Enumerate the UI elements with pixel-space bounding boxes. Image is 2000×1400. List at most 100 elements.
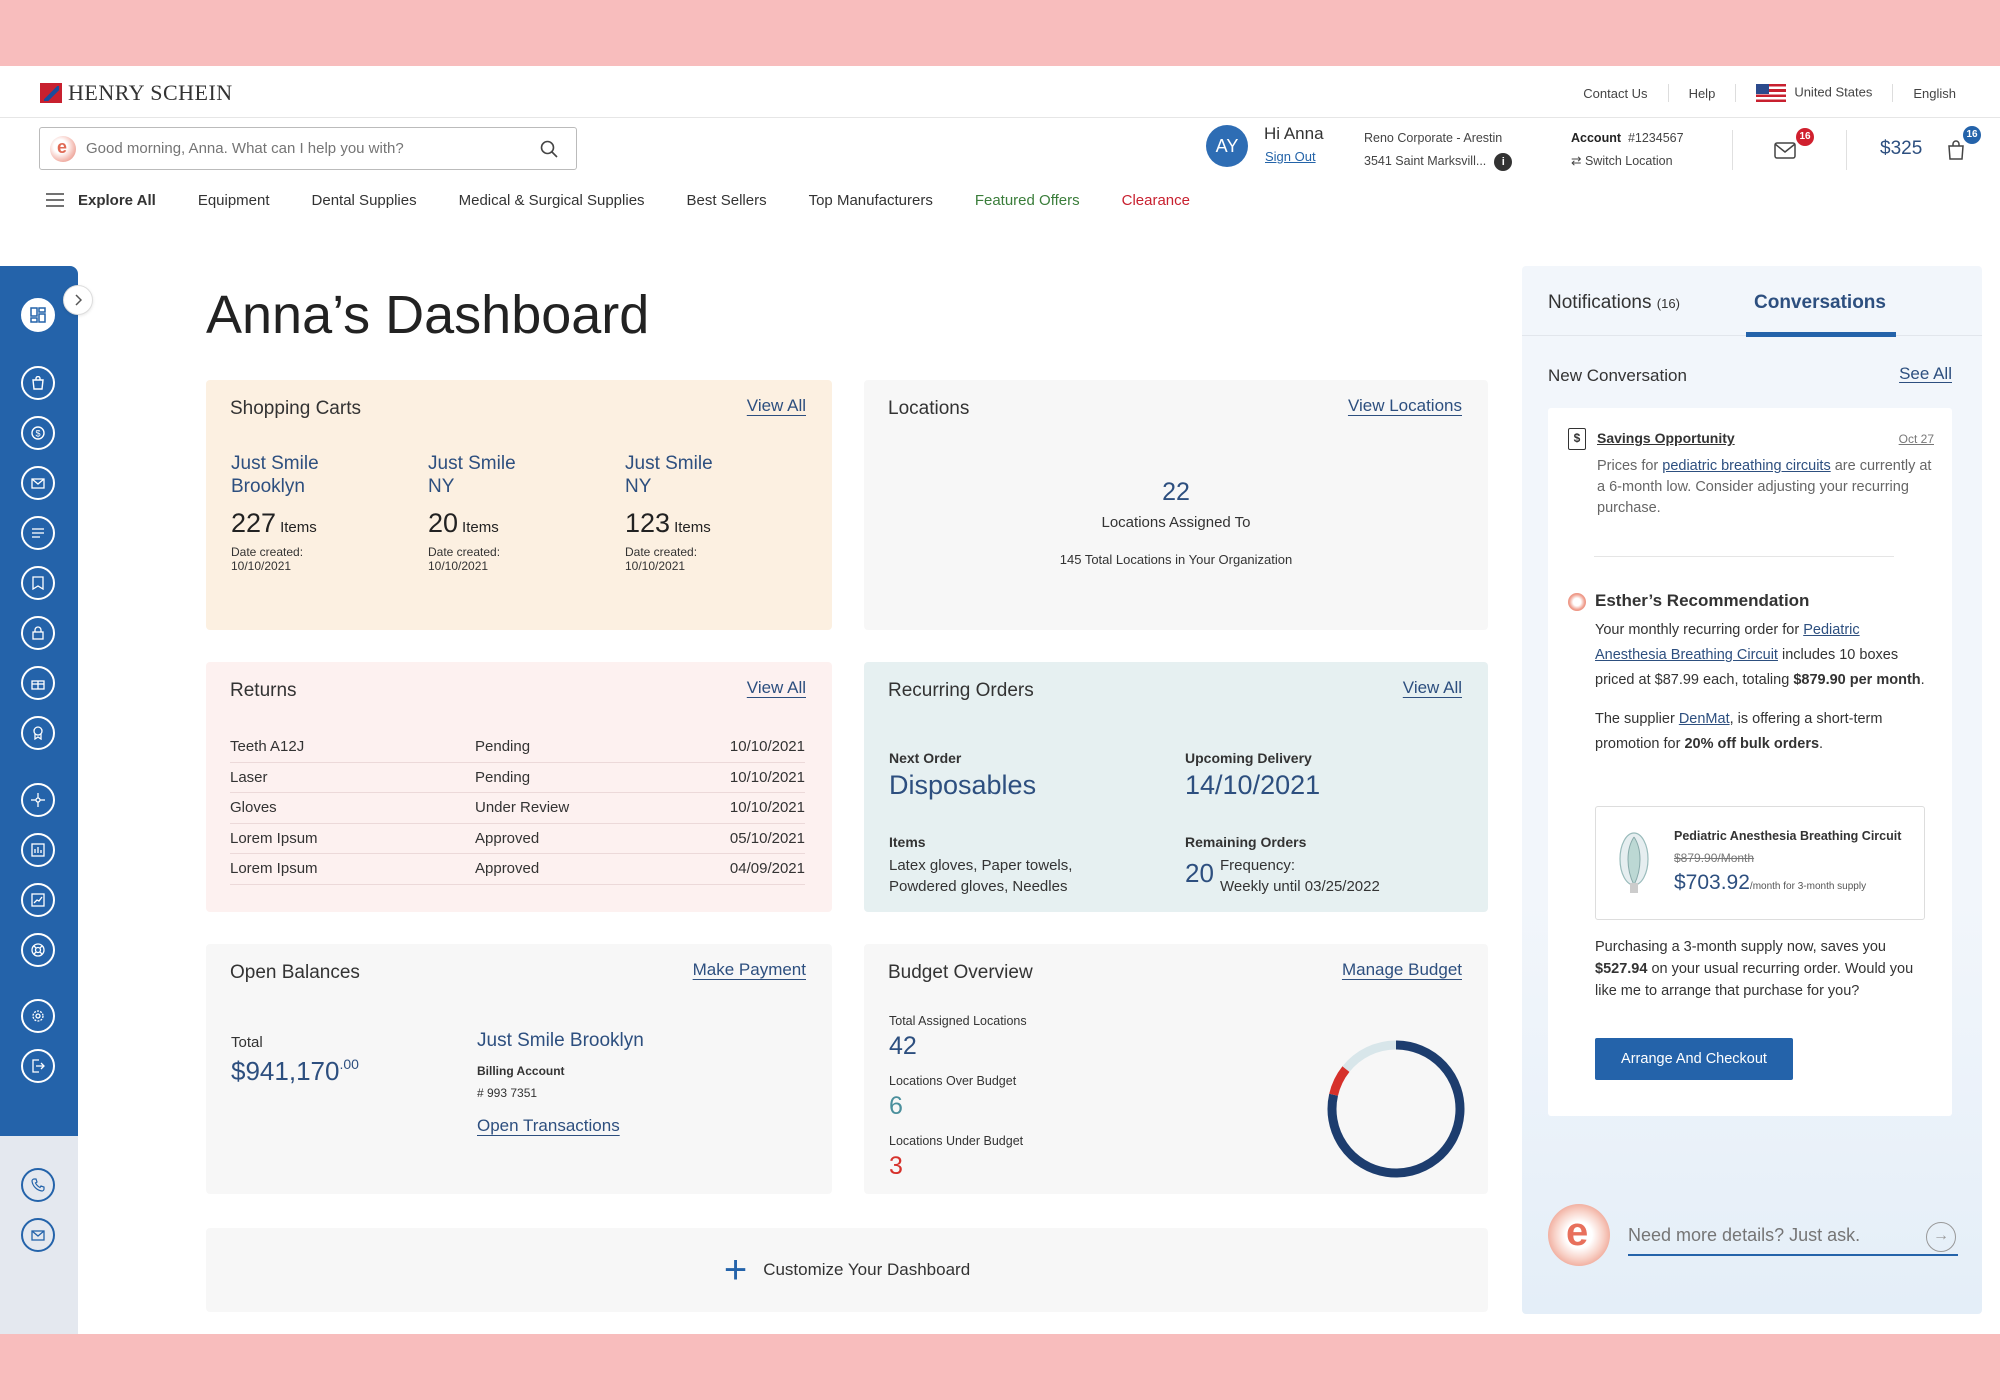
cart-item[interactable]: Just Smile NY 20 Items Date created: 10/10/…	[428, 452, 608, 573]
list-icon	[32, 528, 44, 538]
search-input[interactable]	[86, 140, 526, 157]
send-arrow-icon[interactable]: →	[1926, 1222, 1956, 1252]
savings-title[interactable]: Savings Opportunity	[1597, 430, 1735, 446]
returns-view-all-link[interactable]: View All	[746, 678, 806, 697]
nav-best-sellers[interactable]: Best Sellers	[686, 191, 767, 209]
view-locations-link[interactable]: View Locations	[1347, 396, 1462, 415]
upcoming-delivery-value: 14/10/2021	[1185, 770, 1321, 800]
hamburger-menu-icon[interactable]	[46, 193, 64, 207]
network-icon	[31, 793, 45, 807]
nav-explore-all[interactable]: Explore All	[78, 191, 156, 209]
search-icon[interactable]	[540, 140, 558, 158]
recurring-orders-card: Recurring Orders View All Next Order Dis…	[864, 662, 1488, 912]
org-address: 3541 Saint Marksvill... i	[1364, 150, 1513, 173]
cart-button[interactable]: 16	[1947, 126, 1981, 165]
info-icon[interactable]: i	[1494, 152, 1513, 171]
nav-top-manufacturers[interactable]: Top Manufacturers	[808, 191, 933, 209]
cart-total[interactable]: $325	[1880, 138, 1923, 159]
messages-button[interactable]: 16	[1774, 128, 1814, 164]
sidebar-item-dashboard[interactable]	[21, 298, 55, 332]
sidebar-item-settings[interactable]	[21, 999, 55, 1033]
sidebar-item-lists[interactable]	[21, 516, 55, 550]
product-card[interactable]: Pediatric Anesthesia Breathing Circuit $…	[1595, 806, 1925, 920]
cart-item[interactable]: Just Smile Brooklyn 227 Items Date created…	[231, 452, 411, 573]
budget-donut-chart	[1327, 1040, 1465, 1178]
svg-text:$: $	[35, 429, 40, 439]
card-title: Shopping Carts	[230, 398, 361, 419]
table-row[interactable]: Gloves Under Review 10/10/2021	[230, 793, 805, 824]
sidebar-item-messages[interactable]	[21, 466, 55, 500]
sidebar-item-bookmarks[interactable]	[21, 566, 55, 600]
cart-item[interactable]: Just Smile NY 123 Items Date created: 10/10…	[625, 452, 805, 573]
supplier-link[interactable]: DenMat	[1678, 711, 1730, 727]
cart-date: Date created: 10/10/2021	[625, 545, 805, 573]
nav-clearance[interactable]: Clearance	[1121, 191, 1190, 209]
table-row[interactable]: Teeth A12J Pending 10/10/2021	[230, 732, 805, 763]
sidebar-item-awards[interactable]	[21, 716, 55, 750]
nav-medical-surgical[interactable]: Medical & Surgical Supplies	[458, 191, 645, 209]
tab-notifications[interactable]: Notifications (16)	[1548, 292, 1680, 314]
manage-budget-link[interactable]: Manage Budget	[1341, 960, 1462, 979]
table-row[interactable]: Lorem Ipsum Approved 05/10/2021	[230, 824, 805, 854]
return-date: 05/10/2021	[729, 829, 805, 847]
divider	[1732, 130, 1733, 170]
sidebar-item-logout[interactable]	[21, 1049, 55, 1083]
sidebar-item-network[interactable]	[21, 783, 55, 817]
nav-featured-offers[interactable]: Featured Offers	[974, 191, 1080, 209]
open-transactions-link[interactable]: Open Transactions	[477, 1116, 620, 1135]
returns-table: Teeth A12J Pending 10/10/2021 Laser Pending…	[230, 732, 805, 885]
locations-card: Locations View Locations 22 Locations As…	[864, 380, 1488, 630]
recurring-view-all-link[interactable]: View All	[1402, 678, 1462, 697]
product-link[interactable]: Pediatric Anesthesia Breathing Circuit	[1595, 622, 1860, 663]
sidebar-item-support[interactable]	[21, 933, 55, 967]
switch-location-link[interactable]: ⇄ Switch Location	[1571, 150, 1684, 173]
make-payment-link[interactable]: Make Payment	[692, 960, 806, 979]
tab-conversations[interactable]: Conversations	[1754, 292, 1886, 313]
sidebar-item-call[interactable]	[21, 1168, 55, 1202]
items-line: Powdered gloves, Needles	[889, 878, 1068, 895]
org-name: Reno Corporate - Arestin	[1364, 131, 1503, 145]
nav-dental-supplies[interactable]: Dental Supplies	[311, 191, 417, 209]
frequency-info: Frequency: Weekly until 03/25/2022	[1220, 855, 1380, 897]
table-row[interactable]: Lorem Ipsum Approved 04/09/2021	[230, 854, 805, 885]
customize-dashboard-button[interactable]: + Customize Your Dashboard	[206, 1228, 1488, 1312]
sidebar-item-orders[interactable]	[21, 366, 55, 400]
sidebar-item-analytics[interactable]	[21, 883, 55, 917]
contact-us-link[interactable]: Contact Us	[1583, 85, 1648, 101]
items-list: Latex gloves, Paper towels, Powdered glov…	[889, 855, 1072, 897]
sign-out-link[interactable]: Sign Out	[1265, 149, 1316, 164]
esther-text: Your monthly recurring order for	[1595, 622, 1804, 638]
sidebar-collapse-button[interactable]	[63, 285, 93, 315]
sidebar-item-security[interactable]	[21, 616, 55, 650]
language-selector[interactable]: English	[1913, 85, 1956, 101]
sidebar-item-rewards[interactable]	[21, 666, 55, 700]
pediatric-circuits-link[interactable]: pediatric breathing circuits	[1662, 458, 1831, 474]
avatar[interactable]: AY	[1206, 125, 1248, 167]
cart-name-line2: NY	[428, 476, 455, 497]
envelope-icon	[31, 1229, 45, 1241]
sidebar-item-reports[interactable]	[21, 833, 55, 867]
henry-schein-logo[interactable]: HENRY SCHEIN	[40, 80, 233, 106]
esther-text: includes 10 boxes priced at $87.99 each,…	[1595, 647, 1899, 688]
remaining-orders-value: 20	[1185, 858, 1214, 888]
new-conversation-label[interactable]: New Conversation	[1548, 366, 1687, 385]
under-budget-label: Locations Under Budget	[889, 1134, 1024, 1148]
panel-tabs: Notifications (16) Conversations	[1522, 266, 1982, 337]
savings-icon: $	[1568, 428, 1586, 450]
table-row[interactable]: Laser Pending 10/10/2021	[230, 763, 805, 793]
country-label: United States	[1794, 84, 1873, 100]
ask-input[interactable]	[1628, 1216, 1958, 1256]
divider	[1735, 84, 1737, 102]
help-link[interactable]: Help	[1688, 85, 1716, 101]
cart-name-line2: Brooklyn	[231, 476, 305, 497]
nav-equipment[interactable]: Equipment	[197, 191, 270, 209]
carts-view-all-link[interactable]: View All	[746, 396, 806, 415]
country-selector[interactable]: United States	[1736, 84, 1892, 102]
sidebar-item-payments[interactable]: $	[21, 416, 55, 450]
arrange-checkout-button[interactable]: Arrange And Checkout	[1595, 1038, 1793, 1080]
active-tab-indicator	[1746, 332, 1896, 337]
search-bar[interactable]	[39, 127, 577, 170]
app-frame: HENRY SCHEIN Contact Us Help United Stat…	[0, 66, 2000, 1334]
see-all-link[interactable]: See All	[1899, 364, 1952, 383]
sidebar-item-email[interactable]	[21, 1218, 55, 1252]
